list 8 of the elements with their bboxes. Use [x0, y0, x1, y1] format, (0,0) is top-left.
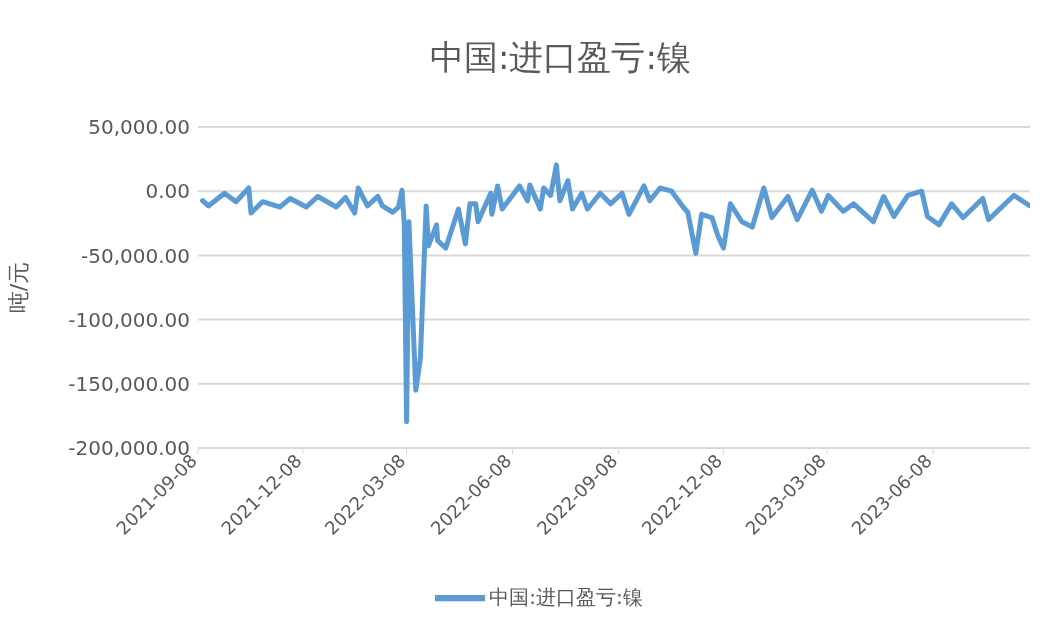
- y-tick-label: -100,000.00: [68, 307, 190, 332]
- chart-title: 中国:进口盈亏:镍: [429, 36, 692, 79]
- y-tick-label: -150,000.00: [68, 371, 190, 396]
- y-axis-title: 吨/元: [5, 261, 31, 314]
- y-tick-label: -50,000.00: [80, 243, 190, 268]
- legend-label: 中国:进口盈亏:镍: [489, 584, 643, 609]
- y-tick-label: 0.00: [145, 179, 190, 204]
- y-tick-label: 50,000.00: [88, 115, 190, 140]
